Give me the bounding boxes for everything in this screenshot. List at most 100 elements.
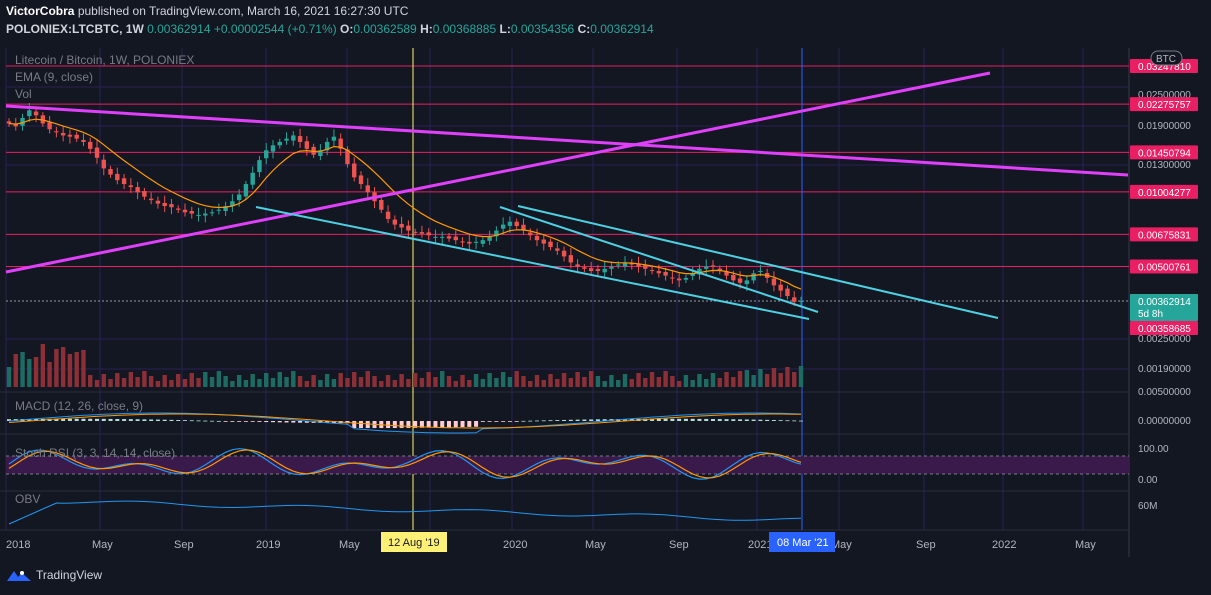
candle-body (758, 271, 763, 273)
level-badge-text: 0.00358685 (1138, 324, 1191, 335)
candle-body (724, 271, 729, 276)
macd-histogram-bar (440, 421, 445, 428)
volume-bar (792, 372, 797, 387)
candle-body (270, 145, 276, 152)
volume-bar (243, 380, 249, 387)
level-badge-text: 0.02275757 (1138, 100, 1191, 111)
macd-histogram-bar (677, 418, 682, 421)
macd-histogram-bar (453, 421, 458, 428)
time-axis-label: 2020 (503, 539, 527, 551)
volume-bar (250, 374, 255, 387)
macd-histogram-bar (419, 421, 424, 428)
volume-bar (616, 380, 621, 387)
candle-body (47, 122, 52, 130)
currency-badge (1150, 50, 1183, 66)
candle-body (169, 204, 174, 208)
level-badge (1130, 321, 1198, 335)
symbol-name: POLONIEX:LTCBTC, 1W (6, 22, 144, 36)
candle-body (33, 111, 39, 116)
candle-body (115, 173, 120, 181)
volume-bar (304, 381, 310, 387)
macd-histogram-bar (34, 418, 39, 421)
volume-bar (216, 371, 222, 387)
macd-histogram-bar (758, 419, 763, 421)
volume-bar (521, 376, 526, 387)
macd-histogram-bar (717, 419, 722, 421)
macd-histogram-bar (216, 420, 221, 422)
volume-bar (277, 372, 282, 387)
macd-pane (7, 412, 803, 434)
volume-bars (6, 344, 804, 387)
volume-bar (440, 371, 445, 387)
time-axis-label: May (1075, 539, 1096, 551)
candle-body (514, 221, 519, 227)
volume-bar (40, 344, 46, 387)
macd-histogram-bar (277, 421, 282, 423)
time-axis-label: Sep (669, 539, 689, 551)
volume-bar (494, 378, 499, 387)
candle-body (162, 202, 167, 207)
volume-bar (433, 377, 438, 387)
volume-bar (744, 370, 750, 387)
candle-body (338, 138, 343, 149)
candle-body (446, 236, 452, 239)
volume-bar (345, 378, 350, 387)
candle-body (731, 274, 736, 281)
macd-histogram-bar (623, 418, 627, 421)
footer-brand[interactable]: TradingView (36, 568, 103, 582)
volume-bar (297, 376, 303, 387)
candle-body (236, 194, 242, 200)
volume-bar (115, 373, 120, 387)
volume-bar (555, 379, 560, 387)
time-axis-label: May (585, 539, 606, 551)
volume-bar (487, 373, 492, 387)
candle-body (379, 199, 384, 210)
macd-histogram-bar (650, 418, 655, 421)
candle-body (155, 200, 161, 204)
level-badge (1130, 97, 1198, 112)
macd-histogram-bar (67, 418, 72, 421)
volume-bar (480, 379, 486, 387)
macd-histogram-bar (541, 420, 546, 422)
macd-histogram-bar (771, 420, 776, 421)
macd-histogram-bar (501, 421, 506, 422)
high-value: 0.00368885 (432, 22, 497, 36)
volume-bar (291, 371, 296, 387)
candle-body (223, 206, 228, 212)
price-axis-tick: 100.00 (1138, 444, 1169, 455)
time-axis: 2018MaySep2019MaySep2020MaySep2021MaySep… (6, 532, 1096, 552)
price-axis-tick: 0.00 (1138, 475, 1158, 486)
volume-bar (60, 347, 66, 387)
candle-body (683, 277, 689, 280)
candle-body (189, 211, 194, 214)
author-name[interactable]: VictorCobra (6, 4, 75, 18)
volume-bar (778, 373, 783, 387)
volume-bar (94, 380, 100, 387)
macd-histogram-bar (521, 420, 526, 422)
time-axis-label: May (92, 539, 113, 551)
volume-bar (27, 359, 32, 387)
macd-histogram-bar (765, 419, 770, 421)
time-axis-label: May (831, 539, 852, 551)
volume-bar (20, 352, 25, 387)
macd-histogram-bar (74, 418, 79, 421)
candle-body (792, 297, 797, 302)
published-text: published on TradingView.com, March 16, … (77, 4, 409, 18)
candle-body (737, 278, 743, 283)
macd-histogram-bar (142, 419, 147, 421)
macd-histogram-bar (135, 419, 140, 421)
macd-histogram-bar (386, 421, 391, 429)
legend-pair: Litecoin / Bitcoin, 1W, POLONIEX (15, 53, 194, 67)
macd-histogram-bar (595, 419, 600, 421)
macd-histogram-bar (122, 419, 127, 421)
volume-bar (710, 373, 716, 387)
candle-body (358, 175, 364, 185)
candle-body (54, 131, 59, 133)
candle-body (142, 191, 147, 197)
macd-histogram-bar (535, 420, 539, 422)
legend-stoch-rsi: Stoch RSI (3, 3, 14, 14, close) (15, 446, 175, 460)
volume-bar (372, 376, 377, 387)
price-axis-tick: 60M (1138, 501, 1157, 512)
candle-body (291, 135, 296, 141)
